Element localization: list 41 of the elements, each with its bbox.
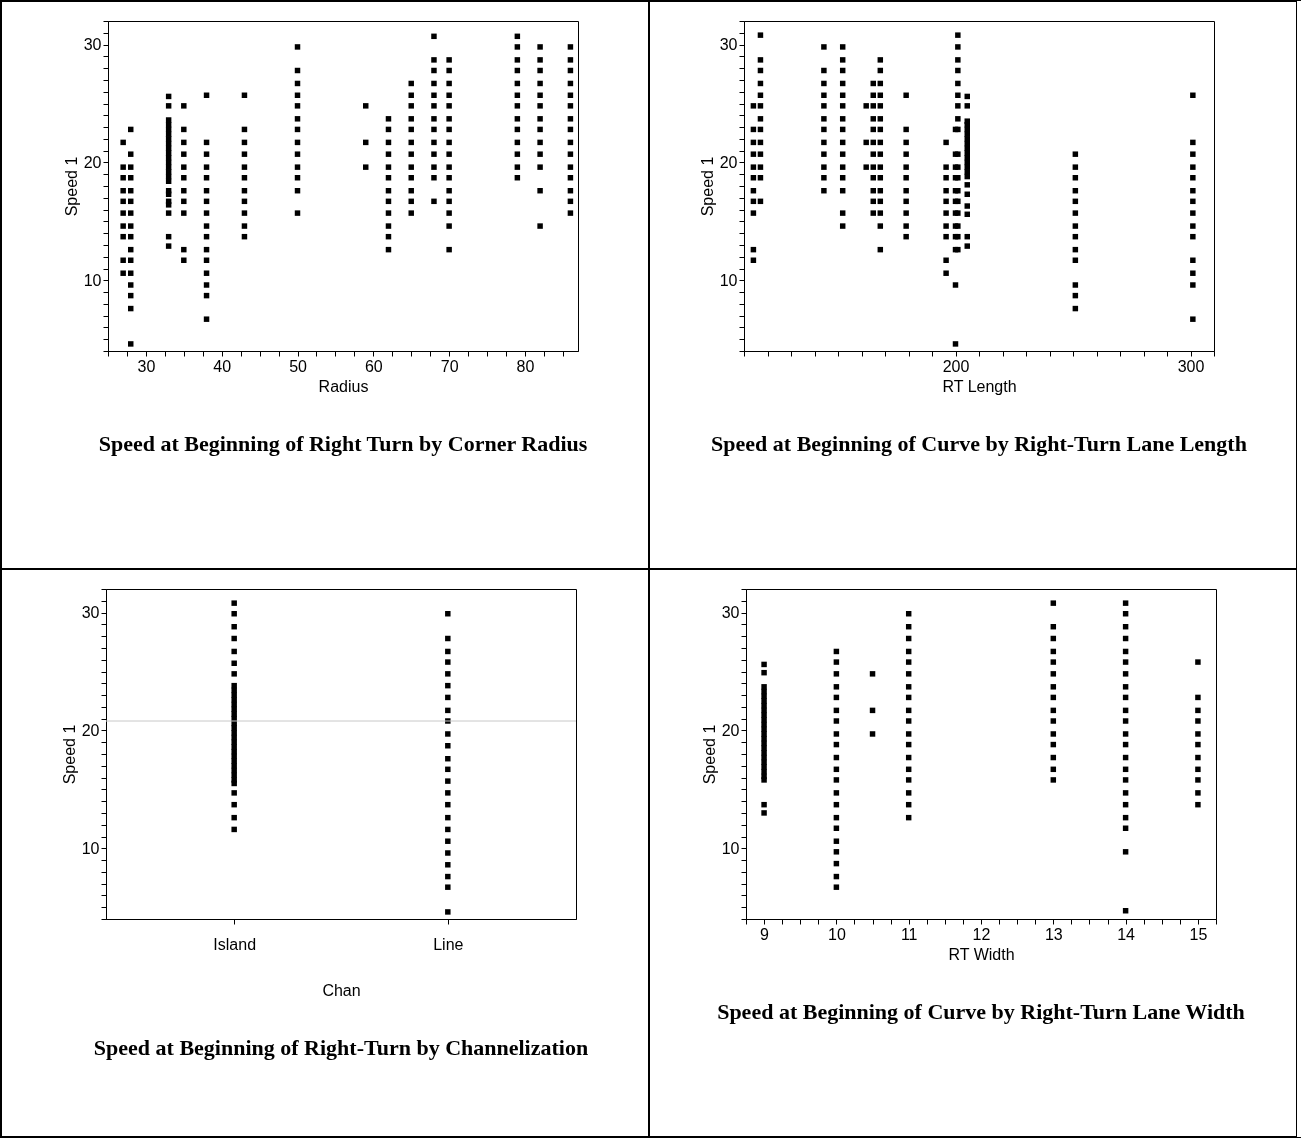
x-tick-label: 14 [1116, 925, 1135, 943]
x-axis-title: Chan [322, 981, 361, 999]
y-tick-label: 30 [81, 604, 100, 622]
x-tick-label: 12 [972, 925, 990, 943]
text: Speed at Beginning of Curve by Right-Turn Lane Length [711, 431, 1247, 456]
y-tick-label: 10 [81, 839, 100, 857]
x-tick-label: 15 [1189, 925, 1207, 943]
x-tick-label: 60 [364, 357, 383, 375]
y-tick-label: 10 [719, 271, 738, 289]
y-tick-label: 10 [83, 271, 102, 289]
text: Speed at Beginning of Right-Turn by Channelization [93, 1035, 589, 1060]
x-tick-label: 11 [900, 925, 918, 943]
y-tick-label: 20 [81, 721, 100, 739]
y-tick-label: 20 [83, 153, 102, 171]
x-tick-label: 300 [1177, 357, 1205, 375]
y-tick-label: 20 [721, 721, 740, 739]
x-axis-title: RT Width [947, 945, 1015, 963]
y-tick-label: 10 [721, 839, 740, 857]
y-axis-title: Speed 1 [60, 724, 78, 785]
x-tick-label: 13 [1044, 925, 1063, 943]
x-tick-label: Line [433, 935, 464, 953]
x-tick-label: 200 [942, 357, 970, 375]
x-tick-label: 30 [137, 357, 155, 375]
y-tick-label: 30 [83, 36, 102, 54]
x-tick-label: 10 [827, 925, 846, 943]
text: Speed at Beginning of Curve by Right-Turn Lane Width [716, 999, 1245, 1024]
x-axis-title: RT Length [942, 377, 1017, 395]
x-tick-label: 50 [288, 357, 307, 375]
x-tick-label: 80 [516, 357, 534, 375]
y-axis-title: Speed 1 [700, 724, 718, 785]
x-axis-title: Radius [318, 377, 368, 395]
y-tick-label: 30 [721, 604, 740, 622]
y-tick-label: 20 [719, 153, 738, 171]
y-axis-title: Speed 1 [62, 156, 80, 217]
x-tick-label: 70 [440, 357, 459, 375]
x-tick-label: 9 [759, 925, 769, 943]
y-axis-title: Speed 1 [698, 156, 716, 217]
y-tick-label: 30 [719, 36, 738, 54]
x-tick-label: 40 [212, 357, 231, 375]
text: Speed at Beginning of Right Turn by Corner Radius [98, 431, 588, 456]
x-tick-label: Island [213, 935, 257, 953]
